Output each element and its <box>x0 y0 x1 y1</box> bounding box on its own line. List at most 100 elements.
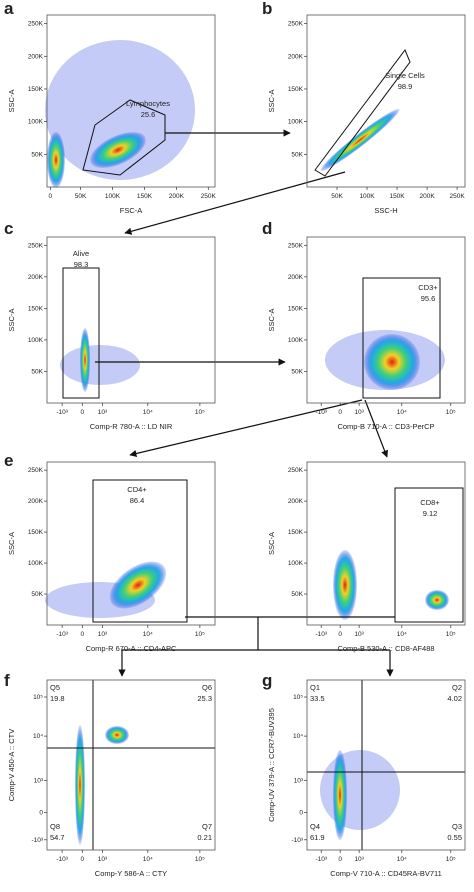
x-tick-label: -10³ <box>56 631 68 638</box>
y-axis-label: SSC-A <box>7 532 16 555</box>
gate-value: 19.8 <box>50 694 65 703</box>
x-tick-label: 10³ <box>354 409 364 416</box>
y-tick-label: 100K <box>28 337 44 344</box>
gates <box>47 49 465 850</box>
x-tick-label: 10³ <box>98 409 108 416</box>
y-axis-label: SSC-A <box>7 90 16 113</box>
y-tick-label: 100K <box>288 337 304 344</box>
plot-frame <box>306 14 466 188</box>
x-tick-label: 10⁵ <box>195 856 205 863</box>
gate-value: 98.3 <box>74 260 89 269</box>
y-tick-label: 50K <box>291 591 303 598</box>
x-axis-label: Comp-Y 586-A :: CTY <box>95 869 167 878</box>
gate-value: 9.12 <box>423 509 438 518</box>
gate-name: Q5 <box>50 683 60 692</box>
x-tick-label: 10⁵ <box>446 409 456 416</box>
x-tick-label: 100K <box>359 193 375 200</box>
y-tick-label: 200K <box>28 53 44 60</box>
x-tick-label: 250K <box>201 193 217 200</box>
y-tick-label: 100K <box>28 560 44 567</box>
x-axis-label: Comp-R 780-A :: LD NIR <box>90 422 173 431</box>
y-tick-label: 250K <box>28 21 44 28</box>
y-tick-label: 150K <box>28 305 44 312</box>
x-axis-label: Comp-B 530-A :: CD8-AF488 <box>337 644 434 653</box>
gate-value: 86.4 <box>130 496 145 505</box>
y-tick-label: 200K <box>28 498 44 505</box>
y-axis-label: SSC-A <box>267 532 276 555</box>
y-axis-label: Comp-UV 379-A :: CCR7-BUV395 <box>267 708 276 822</box>
x-tick-label: 0 <box>338 409 342 416</box>
x-tick-label: 10³ <box>354 631 364 638</box>
x-tick-label: 0 <box>80 631 84 638</box>
x-tick-label: 0 <box>338 856 342 863</box>
gate-name: Q6 <box>202 683 212 692</box>
panel-letter: a <box>4 0 14 18</box>
y-tick-label: 50K <box>31 591 43 598</box>
gate-name: Lymphocytes <box>126 99 170 108</box>
x-tick-label: 250K <box>450 193 466 200</box>
y-tick-label: 200K <box>28 274 44 281</box>
x-tick-label: 100K <box>105 193 121 200</box>
gate-name: Q8 <box>50 822 60 831</box>
y-tick-label: 200K <box>288 53 304 60</box>
x-tick-label: 150K <box>389 193 405 200</box>
gate-name: CD8+ <box>420 498 440 507</box>
plot-frame <box>306 236 466 404</box>
x-tick-label: -10³ <box>56 409 68 416</box>
panel-letter: g <box>262 671 272 690</box>
gate-value: 4.02 <box>447 694 462 703</box>
x-tick-label: 10⁴ <box>397 631 407 638</box>
x-tick-label: -10³ <box>315 409 327 416</box>
gate-name: Q3 <box>452 822 462 831</box>
x-tick-label: 200K <box>419 193 435 200</box>
y-tick-label: 10⁵ <box>293 694 303 701</box>
y-tick-label: 50K <box>31 151 43 158</box>
x-tick-label: 150K <box>137 193 153 200</box>
density <box>45 40 449 845</box>
y-axis-label: SSC-A <box>7 309 16 332</box>
y-tick-label: 200K <box>288 274 304 281</box>
x-tick-label: 200K <box>169 193 185 200</box>
x-tick-label: 10⁴ <box>397 409 407 416</box>
x-tick-label: 10³ <box>354 856 364 863</box>
y-tick-label: 10⁵ <box>33 694 43 701</box>
x-tick-label: 10⁴ <box>143 856 153 863</box>
y-tick-label: 150K <box>288 305 304 312</box>
panel-letter: d <box>262 219 272 238</box>
y-axis-label: SSC-A <box>267 90 276 113</box>
panel-letter: f <box>4 671 10 690</box>
x-tick-label: 10⁴ <box>143 409 153 416</box>
gate-value: 25.6 <box>141 110 156 119</box>
gate-value: 61.9 <box>310 833 325 842</box>
x-tick-label: 10⁵ <box>195 631 205 638</box>
gate-value: 0.55 <box>447 833 462 842</box>
x-tick-label: 10⁴ <box>143 631 153 638</box>
plot-frame <box>306 461 466 626</box>
y-tick-label: 100K <box>288 560 304 567</box>
x-tick-label: -10³ <box>56 856 68 863</box>
panel-letter: e <box>4 451 13 470</box>
y-axis-label: SSC-A <box>267 309 276 332</box>
x-tick-label: 10⁴ <box>397 856 407 863</box>
y-tick-label: 250K <box>288 242 304 249</box>
x-tick-label: 50K <box>75 193 87 200</box>
x-tick-label: 0 <box>80 409 84 416</box>
y-tick-label: 200K <box>288 498 304 505</box>
y-tick-label: 250K <box>288 21 304 28</box>
panel-letter: c <box>4 219 13 238</box>
x-tick-label: 10³ <box>98 631 108 638</box>
gate-name: Alive <box>73 249 89 258</box>
gate-value: 95.6 <box>421 294 436 303</box>
x-tick-label: 10⁵ <box>446 856 456 863</box>
y-tick-label: 250K <box>28 242 44 249</box>
y-tick-label: 10⁴ <box>33 733 43 740</box>
y-tick-label: -10³ <box>31 837 43 844</box>
x-tick-label: 0 <box>338 631 342 638</box>
x-axis-label: SSC-H <box>374 206 397 215</box>
y-tick-label: 150K <box>28 529 44 536</box>
y-tick-label: 250K <box>28 467 44 474</box>
x-axis-label: Comp-V 710-A :: CD45RA-BV711 <box>330 869 442 878</box>
y-tick-label: 50K <box>291 151 303 158</box>
y-tick-label: 10⁴ <box>293 733 303 740</box>
gate-name: Q1 <box>310 683 320 692</box>
